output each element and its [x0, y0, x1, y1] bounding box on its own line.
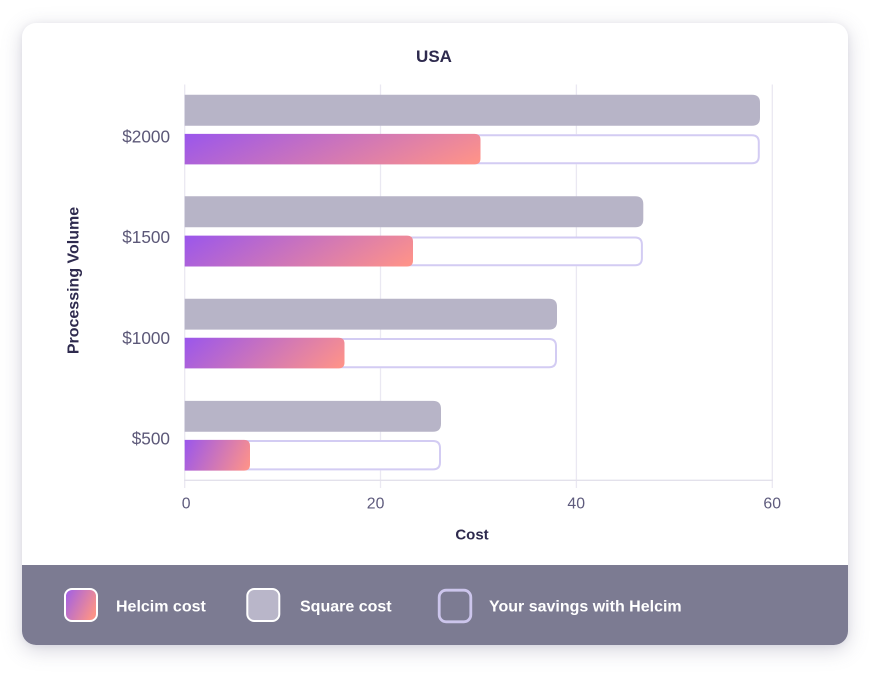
svg-text:Square cost: Square cost	[300, 599, 392, 616]
svg-text:Cost: Cost	[455, 527, 488, 544]
svg-text:Your savings with Helcim: Your savings with Helcim	[489, 599, 682, 616]
svg-text:Processing Volume: Processing Volume	[66, 207, 83, 354]
svg-text:Helcim cost: Helcim cost	[116, 599, 206, 616]
svg-text:60: 60	[763, 495, 781, 512]
svg-text:$500: $500	[132, 428, 170, 448]
svg-text:$1500: $1500	[122, 227, 170, 247]
svg-text:$2000: $2000	[122, 126, 170, 146]
svg-text:USA: USA	[416, 47, 452, 66]
svg-text:0: 0	[182, 495, 191, 512]
svg-text:20: 20	[367, 495, 385, 512]
svg-text:40: 40	[567, 495, 585, 512]
svg-text:$1000: $1000	[122, 328, 170, 348]
